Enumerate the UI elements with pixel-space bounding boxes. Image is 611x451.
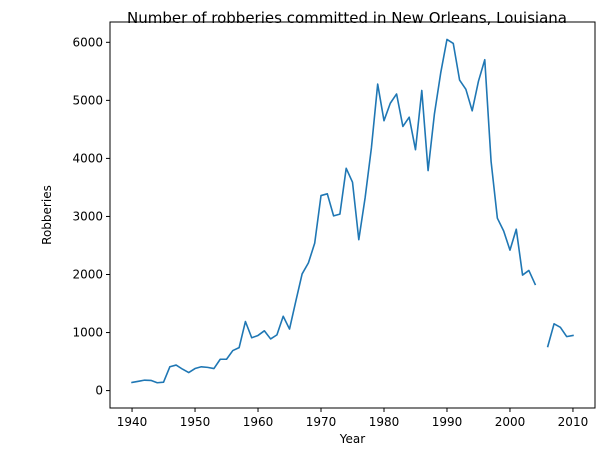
series-line-segment [546,323,574,348]
series-line-segment [131,38,537,384]
x-tick-label: 1940 [117,415,148,429]
x-tick-label: 2010 [558,415,589,429]
series-group [131,38,574,384]
chart-title: Number of robberies committed in New Orl… [127,9,567,27]
x-tick-label: 1980 [369,415,400,429]
y-tick-label: 5000 [72,93,103,107]
x-axis-label: Year [339,432,365,446]
y-tick-label: 6000 [72,35,103,49]
x-tick-label: 1990 [432,415,463,429]
y-tick-label: 1000 [72,326,103,340]
x-tick-label: 1960 [243,415,274,429]
y-tick-label: 0 [95,384,103,398]
x-tick-label: 1950 [180,415,211,429]
x-tick-label: 2000 [495,415,526,429]
y-tick-label: 4000 [72,151,103,165]
y-tick-label: 2000 [72,267,103,281]
y-axis-ticks: 0 1000 2000 3000 4000 5000 6000 [72,35,110,398]
y-axis-label: Robberies [40,185,54,245]
x-axis-ticks: 1940 1950 1960 1970 1980 1990 2000 2010 [117,408,588,429]
y-tick-label: 3000 [72,209,103,223]
plot-frame [109,21,596,409]
x-tick-label: 1970 [306,415,337,429]
